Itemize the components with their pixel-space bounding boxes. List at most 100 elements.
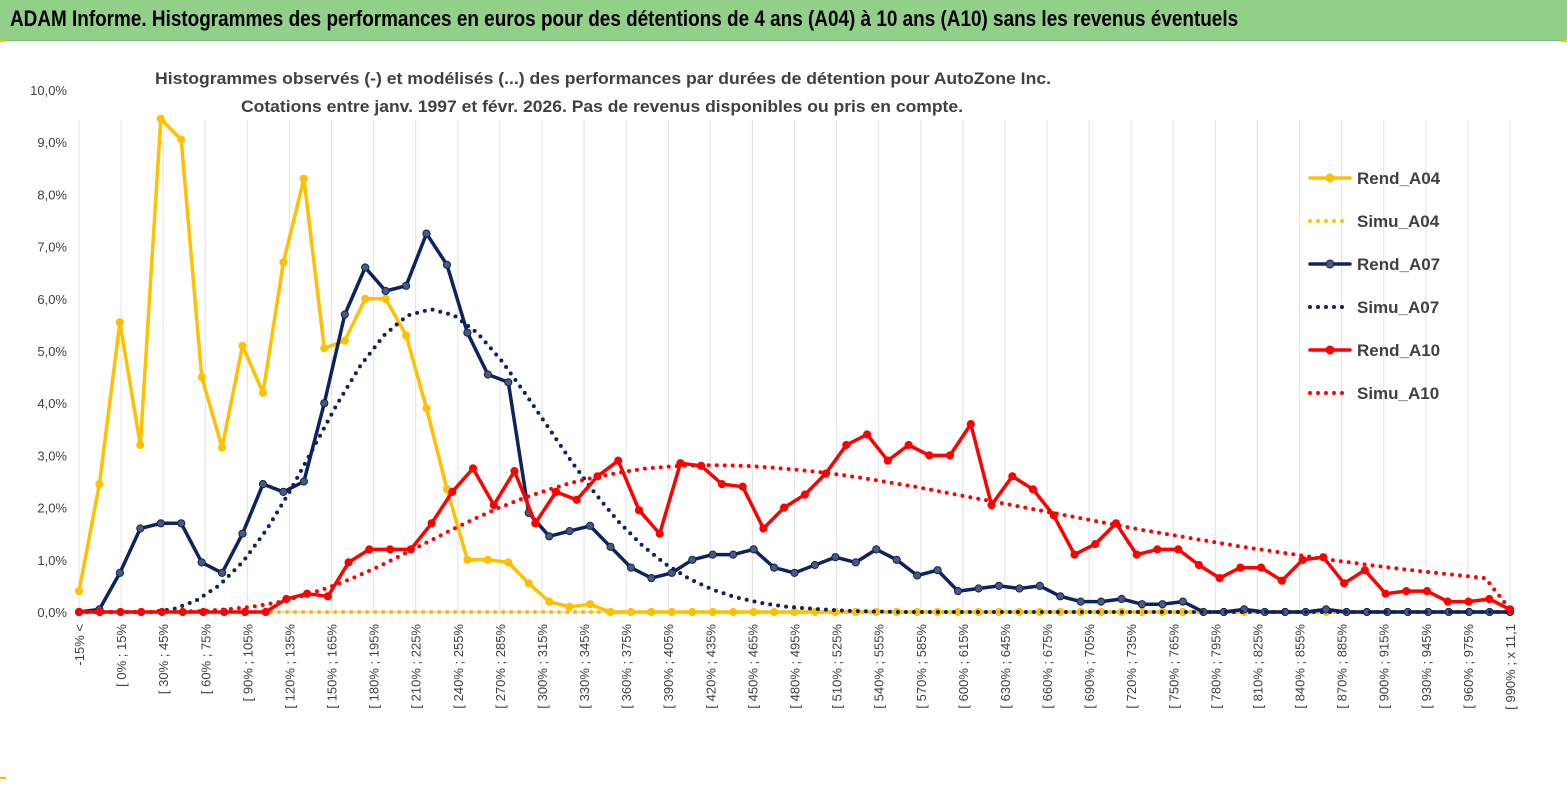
x-tick-label: [ 180% ; 195% bbox=[367, 624, 382, 709]
x-tick-label: [ 570% ; 585% bbox=[914, 624, 929, 709]
data-point-rend_a10 bbox=[344, 558, 353, 567]
data-point-rend_a10 bbox=[945, 451, 955, 460]
data-point-rend_a10 bbox=[1360, 566, 1369, 575]
x-tick-label: [ 420% ; 435% bbox=[703, 624, 718, 709]
data-point-rend_a04 bbox=[422, 404, 431, 413]
data-point-rend_a07 bbox=[953, 587, 963, 596]
data-point-rend_a10 bbox=[365, 545, 374, 554]
x-tick-label: [ 600% ; 615% bbox=[956, 624, 971, 709]
chart-title-line1: Histogrammes observés (-) et modélisés (… bbox=[155, 69, 1051, 88]
data-point-rend_a07 bbox=[586, 521, 595, 530]
x-tick-label: [ 840% ; 855% bbox=[1293, 624, 1308, 709]
data-point-rend_a04 bbox=[299, 174, 308, 183]
data-point-rend_a07 bbox=[647, 574, 656, 583]
data-point-rend_a04 bbox=[177, 135, 186, 144]
y-tick-label: 6,0% bbox=[37, 292, 67, 307]
data-point-rend_a07 bbox=[422, 229, 431, 238]
data-point-rend_a07 bbox=[545, 532, 554, 541]
data-point-rend_a04 bbox=[74, 587, 84, 596]
data-point-rend_a04 bbox=[340, 336, 349, 345]
data-point-rend_a07 bbox=[749, 545, 758, 554]
data-point-rend_a07 bbox=[1321, 605, 1331, 614]
data-point-rend_a10 bbox=[1257, 563, 1266, 572]
data-point-rend_a07 bbox=[913, 571, 922, 580]
report-title: ADAM Informe. Histogrammes des performan… bbox=[10, 6, 1239, 31]
x-tick-label: [ 480% ; 495% bbox=[788, 624, 803, 709]
data-point-rend_a10 bbox=[448, 487, 457, 496]
data-point-rend_a07 bbox=[831, 553, 840, 562]
data-point-rend_a10 bbox=[904, 440, 913, 450]
x-tick-label: [ 630% ; 645% bbox=[998, 624, 1013, 709]
data-point-rend_a04 bbox=[218, 443, 227, 452]
data-point-rend_a04 bbox=[136, 440, 145, 450]
data-point-rend_a10 bbox=[1153, 545, 1162, 554]
gridlines bbox=[78, 120, 1511, 612]
data-point-rend_a10 bbox=[1132, 550, 1141, 559]
data-point-rend_a04 bbox=[320, 344, 329, 353]
x-tick-label: [ 540% ; 555% bbox=[872, 624, 887, 709]
legend-label-simu_a10: Simu_A10 bbox=[1357, 384, 1439, 403]
y-tick-label: 4,0% bbox=[37, 396, 67, 411]
data-point-rend_a07 bbox=[279, 487, 288, 496]
x-tick-label: [ 30% ; 45% bbox=[156, 624, 171, 695]
data-point-rend_a07 bbox=[156, 519, 165, 528]
legend-label-simu_a04: Simu_A04 bbox=[1357, 212, 1440, 231]
data-point-rend_a07 bbox=[974, 584, 983, 593]
data-point-rend_a10 bbox=[1008, 472, 1017, 481]
data-point-rend_a07 bbox=[442, 260, 452, 269]
legend-label-simu_a07: Simu_A07 bbox=[1357, 298, 1439, 317]
report-header: ADAM Informe. Histogrammes des performan… bbox=[0, 0, 1567, 41]
data-point-rend_a07 bbox=[933, 566, 942, 575]
legend-label-rend_a04: Rend_A04 bbox=[1357, 169, 1441, 188]
data-point-rend_a07 bbox=[483, 370, 492, 379]
data-point-rend_a10 bbox=[759, 524, 768, 533]
x-tick-label: [ 780% ; 795% bbox=[1208, 624, 1223, 709]
x-tick-label: [ 0% ; 15% bbox=[114, 624, 129, 687]
data-point-rend_a10 bbox=[386, 545, 395, 554]
data-point-rend_a04 bbox=[463, 555, 472, 564]
x-tick-label: [ 450% ; 465% bbox=[745, 624, 760, 709]
x-tick-label: [ 690% ; 705% bbox=[1082, 624, 1097, 709]
data-point-rend_a07 bbox=[115, 568, 125, 578]
data-point-rend_a10 bbox=[738, 482, 747, 491]
data-point-rend_a07 bbox=[340, 310, 349, 319]
x-tick-label: [ 360% ; 375% bbox=[619, 624, 634, 709]
y-tick-label: 3,0% bbox=[37, 448, 67, 463]
data-point-rend_a07 bbox=[606, 542, 615, 551]
data-point-rend_a10 bbox=[925, 451, 934, 460]
y-tick-label: 1,0% bbox=[37, 553, 67, 568]
data-point-rend_a07 bbox=[1137, 600, 1147, 609]
y-tick-label: 2,0% bbox=[37, 501, 67, 516]
data-point-rend_a07 bbox=[197, 558, 206, 567]
data-point-rend_a10 bbox=[572, 495, 581, 504]
data-point-rend_a10 bbox=[1091, 540, 1100, 549]
x-tick-label: [ 120% ; 135% bbox=[282, 624, 297, 709]
x-tick-label: [ 870% ; 885% bbox=[1335, 624, 1350, 709]
data-point-rend_a07 bbox=[258, 480, 268, 489]
data-point-rend_a07 bbox=[1097, 597, 1106, 606]
data-point-rend_a10 bbox=[551, 487, 561, 496]
data-point-rend_a07 bbox=[729, 550, 738, 559]
corner-mark bbox=[1561, 40, 1567, 42]
x-tick-label: [ 810% ; 825% bbox=[1250, 624, 1265, 709]
data-point-rend_a10 bbox=[1277, 576, 1287, 585]
data-point-rend_a07 bbox=[238, 529, 247, 538]
data-point-rend_a07 bbox=[361, 263, 370, 272]
x-tick-label: [ 210% ; 225% bbox=[409, 624, 424, 709]
data-point-rend_a07 bbox=[851, 558, 860, 567]
data-point-rend_a10 bbox=[427, 519, 436, 528]
data-point-rend_a10 bbox=[842, 440, 851, 450]
series-group bbox=[74, 114, 1515, 617]
data-point-rend_a04 bbox=[545, 597, 554, 606]
data-point-rend_a10 bbox=[863, 430, 872, 439]
data-point-rend_a07 bbox=[688, 555, 697, 564]
data-point-rend_a04 bbox=[565, 602, 574, 611]
data-point-rend_a04 bbox=[238, 341, 247, 350]
x-tick-label: [ 240% ; 255% bbox=[451, 624, 466, 709]
data-point-rend_a04 bbox=[156, 114, 165, 123]
data-point-rend_a10 bbox=[468, 464, 478, 473]
data-point-rend_a04 bbox=[115, 318, 125, 327]
legend-marker-rend_a10 bbox=[1325, 345, 1335, 355]
x-tick-label: [ 300% ; 315% bbox=[535, 624, 550, 709]
data-point-rend_a07 bbox=[872, 545, 881, 554]
